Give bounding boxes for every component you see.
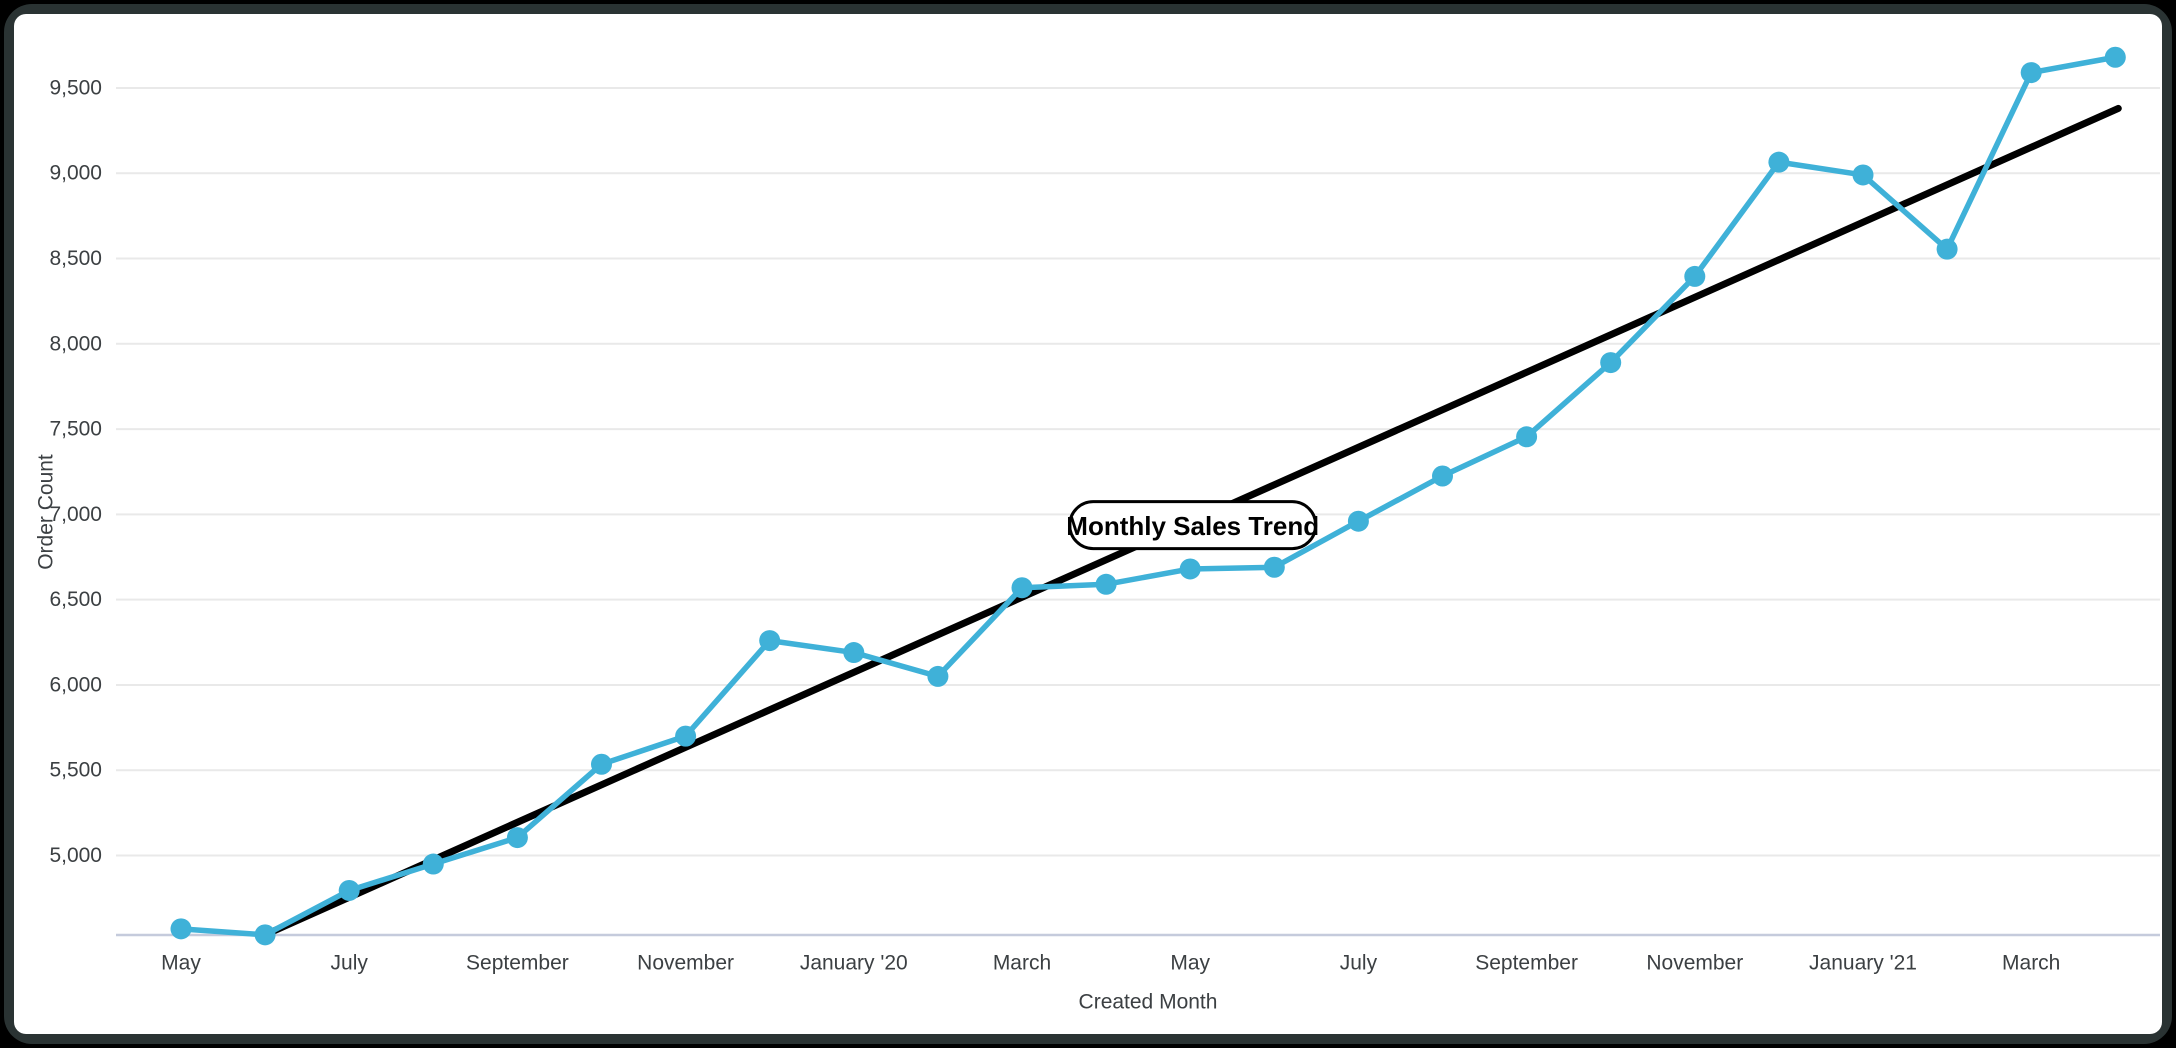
data-point[interactable] xyxy=(1179,558,1201,580)
x-tick-label: November xyxy=(1646,952,1743,975)
x-tick-label: November xyxy=(637,952,734,975)
x-tick-label: May xyxy=(1170,952,1210,975)
data-point[interactable] xyxy=(1516,426,1538,448)
data-point[interactable] xyxy=(1684,265,1706,287)
data-point[interactable] xyxy=(422,853,444,875)
y-axis-title: Order Count xyxy=(35,454,58,570)
data-point[interactable] xyxy=(591,753,612,775)
data-point[interactable] xyxy=(1347,510,1369,532)
x-tick-label: September xyxy=(466,952,569,975)
annotation-pill[interactable] xyxy=(1068,500,1318,551)
data-point[interactable] xyxy=(1095,573,1117,595)
x-tick-label: March xyxy=(2002,952,2060,975)
data-point[interactable] xyxy=(338,879,360,901)
chart-panel: 5,000 5,500 6,000 6,500 7,000 7,500 8,000 8,500… xyxy=(14,14,2162,1034)
data-point[interactable] xyxy=(1011,577,1033,599)
y-tick-label: 5,500 xyxy=(49,759,102,782)
data-point[interactable] xyxy=(1263,556,1285,578)
x-tick-label: January '21 xyxy=(1809,952,1917,975)
data-point[interactable] xyxy=(1768,151,1790,173)
data-point[interactable] xyxy=(254,924,276,946)
data-point[interactable] xyxy=(759,630,781,652)
data-point[interactable] xyxy=(2104,46,2126,68)
y-tick-label: 8,500 xyxy=(49,247,102,270)
data-point[interactable] xyxy=(927,665,949,687)
data-point[interactable] xyxy=(675,725,697,747)
x-tick-label: September xyxy=(1475,952,1578,975)
x-tick-label: July xyxy=(331,952,369,975)
y-tick-label: 9,500 xyxy=(49,76,102,99)
y-tick-label: 9,000 xyxy=(49,162,102,185)
window-frame: 5,000 5,500 6,000 6,500 7,000 7,500 8,000 8,500… xyxy=(4,4,2172,1044)
data-point[interactable] xyxy=(1852,164,1874,186)
x-tick-label: March xyxy=(993,952,1051,975)
data-point[interactable] xyxy=(843,642,865,664)
data-point[interactable] xyxy=(1936,238,1958,260)
data-point[interactable] xyxy=(1432,465,1453,487)
series-line xyxy=(178,54,2119,938)
x-tick-label: May xyxy=(161,952,201,975)
annotation-label: Monthly Sales Trend xyxy=(1066,511,1319,541)
y-tick-label: 6,500 xyxy=(49,588,102,611)
y-tick-label: 7,500 xyxy=(49,418,102,441)
data-point[interactable] xyxy=(170,918,192,940)
monthly-sales-trend-chart: 5,000 5,500 6,000 6,500 7,000 7,500 8,000 8,500… xyxy=(35,46,2160,1014)
y-tick-label: 6,000 xyxy=(49,673,102,696)
x-tick-label: July xyxy=(1340,952,1378,975)
data-point[interactable] xyxy=(506,827,528,849)
data-point[interactable] xyxy=(2020,62,2042,84)
x-tick-label: January '20 xyxy=(800,952,908,975)
y-tick-label: 8,000 xyxy=(49,332,102,355)
data-point[interactable] xyxy=(1600,352,1622,374)
y-tick-label: 7,000 xyxy=(49,503,102,526)
y-tick-label: 5,000 xyxy=(49,844,102,867)
x-axis-title: Created Month xyxy=(1079,991,1218,1014)
